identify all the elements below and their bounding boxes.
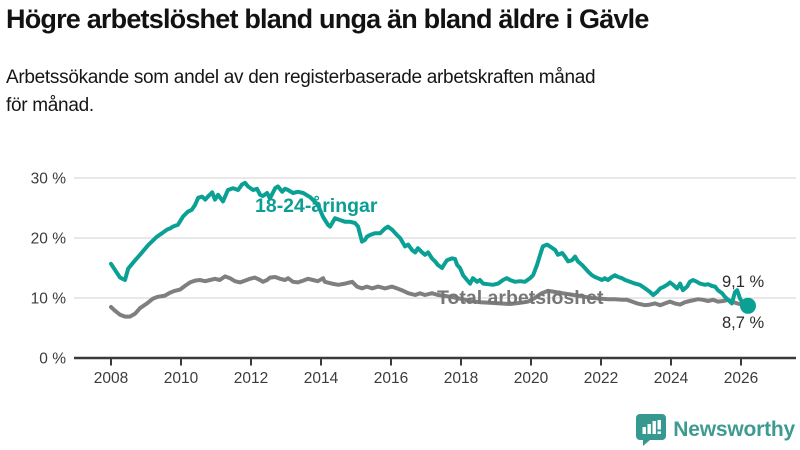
x-tick-label: 2010 [164, 370, 199, 387]
newsworthy-logo[interactable]: Newsworthy [636, 413, 795, 446]
series-label-youth: 18-24-åringar [255, 194, 378, 217]
x-tick-label: 2018 [444, 370, 478, 387]
x-tick-label: 2022 [584, 370, 618, 387]
newsworthy-wordmark: Newsworthy [673, 417, 795, 441]
x-tick-label: 2014 [304, 370, 339, 387]
series-end-dot [740, 297, 756, 314]
x-tick-label: 2016 [374, 370, 408, 387]
y-tick-label: 30 % [31, 171, 67, 188]
y-tick-label: 10 % [31, 291, 67, 308]
end-value-label-total: 9,1 % [722, 273, 765, 291]
x-tick-label: 2012 [234, 370, 268, 387]
series-label-total: Total arbetslöshet [437, 287, 604, 309]
series-line-youth [109, 180, 750, 308]
x-tick-label: 2020 [514, 370, 549, 387]
x-tick-label: 2008 [94, 370, 128, 387]
chart-title: Högre arbetslöshet bland unga än bland ä… [6, 4, 649, 34]
y-tick-label: 20 % [31, 231, 67, 248]
chart-subtitle: Arbetssökande som andel av den registerb… [6, 64, 766, 120]
series-line-total [109, 274, 750, 319]
newsworthy-bars-icon [636, 414, 667, 446]
x-tick-label: 2024 [654, 370, 689, 387]
chart-subtitle-line2: för månad. [6, 95, 94, 116]
x-tick-label: 2026 [724, 370, 758, 387]
y-tick-label: 0 % [39, 351, 66, 368]
end-value-label-youth: 8,7 % [722, 314, 765, 332]
chart-subtitle-line1: Arbetssökande som andel av den registerb… [6, 67, 596, 88]
